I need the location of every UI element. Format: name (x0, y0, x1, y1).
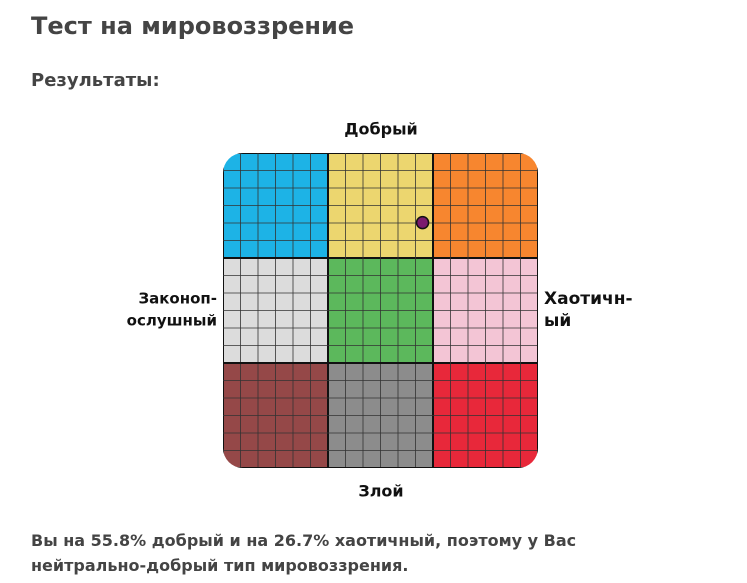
text: Вы на (31, 531, 91, 550)
label-chaotic: ый (544, 311, 571, 331)
label-lawful: Законоп- (138, 290, 217, 308)
text: добрый и на (146, 531, 274, 550)
label-lawful: ослушный (127, 312, 217, 330)
alignment-grid: Добрый Злой Законоп- ослушный Хаотичн- ы… (127, 120, 633, 501)
subtitle: Результаты: (31, 70, 160, 91)
label-chaotic: Хаотичн- (544, 289, 633, 309)
chaotic-percent: 26.7% (273, 531, 330, 550)
label-evil: Злой (358, 482, 403, 501)
title: Тест на мировоззрение (31, 12, 355, 40)
result-dot (415, 215, 430, 230)
good-percent: 55.8% (90, 531, 147, 550)
text: хаотичный, поэтому у Вас нейтрально-добр… (31, 531, 577, 575)
label-good: Добрый (344, 120, 418, 139)
result-text: Вы на 55.8% добрый и на 26.7% хаотичный,… (31, 528, 681, 578)
